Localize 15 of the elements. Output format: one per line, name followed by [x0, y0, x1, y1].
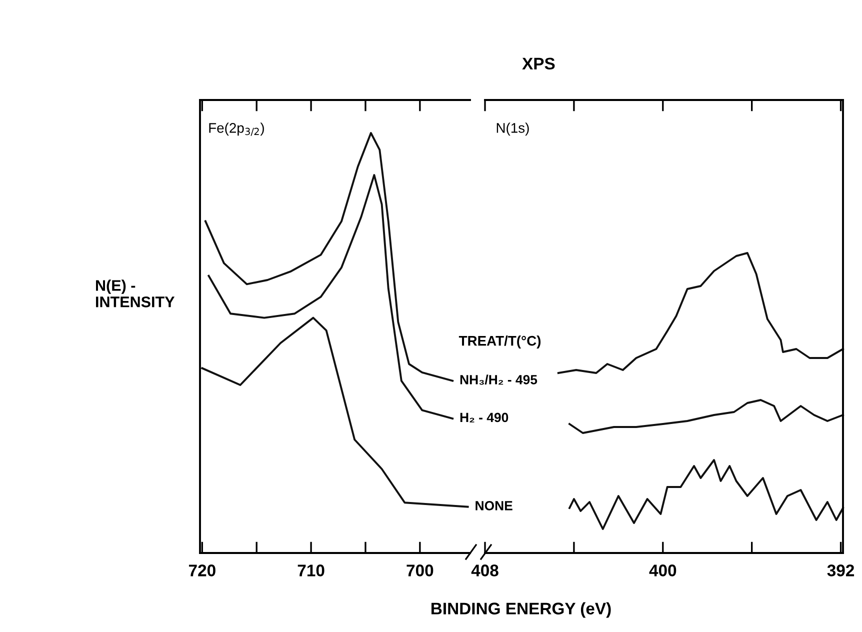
x-tick-label: 710 — [298, 564, 324, 576]
x-tick-label: 408 — [471, 564, 498, 576]
chart-title: XPS — [522, 58, 555, 70]
legend-title: TREAT/T(°C) — [458, 336, 541, 348]
x-tick-label: 392 — [827, 564, 854, 576]
x-tick-label: 700 — [406, 564, 434, 576]
x-tick-label: 720 — [188, 564, 216, 576]
series-label: NH₃/H₂ - 495 — [460, 374, 538, 385]
x-tick-label: 400 — [649, 564, 676, 576]
series-label: H₂ - 490 — [460, 412, 508, 422]
annotation: Fe(2p$_{3/2}$) — [209, 122, 264, 136]
x-axis-title: BINDING ENERGY (eV) — [432, 602, 611, 618]
series-label: NONE — [476, 501, 512, 510]
y-axis-title: N(E) - INTENSITY — [96, 280, 175, 308]
text: N(1s) — [496, 122, 529, 136]
